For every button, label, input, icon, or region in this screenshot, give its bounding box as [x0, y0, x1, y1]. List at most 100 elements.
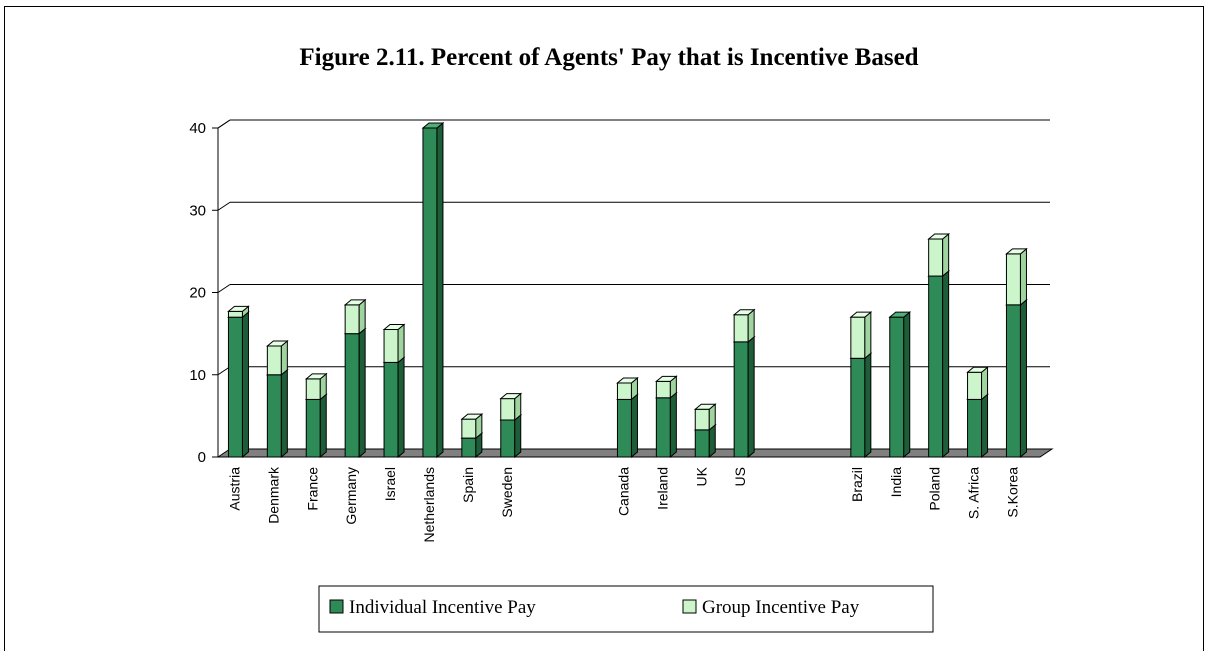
y-tick-label: 20: [189, 285, 206, 302]
bar-individual-side: [942, 269, 950, 459]
bar-individual-side: [669, 391, 677, 459]
bar-group-side: [864, 311, 872, 360]
legend-swatch-individual: [329, 599, 344, 614]
x-tick-label: Sweden: [499, 467, 515, 518]
gridline-diagonal: [217, 201, 231, 211]
bar-group: [655, 380, 671, 399]
bar-individual: [1005, 304, 1021, 458]
bar-individual: [694, 429, 710, 458]
bar-group: [694, 408, 710, 431]
x-tick-label: S.Korea: [1004, 467, 1020, 518]
bar-group-top: [343, 299, 367, 306]
y-tick-label: 10: [189, 367, 206, 384]
bar-individual: [850, 357, 866, 458]
bar-individual-side: [864, 352, 872, 459]
bar-individual: [266, 374, 282, 458]
bar-group: [733, 314, 749, 343]
bar-group-side: [280, 339, 288, 376]
bar-group-top: [499, 393, 523, 400]
bar-group: [344, 304, 360, 335]
x-tick-label: Denmark: [265, 466, 281, 524]
bar-individual: [616, 398, 632, 458]
bar-individual-side: [630, 393, 638, 459]
bar-individual: [227, 316, 243, 458]
bar-group: [500, 398, 516, 421]
bar-individual: [500, 419, 516, 458]
bar-individual-side: [903, 311, 911, 459]
bar-group: [967, 371, 983, 400]
bar-individual: [305, 398, 321, 458]
bar-individual-side: [280, 368, 288, 459]
bar-group-top: [460, 413, 484, 420]
legend-label-group: Group Incentive Pay: [702, 597, 860, 618]
bar-individual-top: [421, 122, 445, 129]
bar-individual: [733, 341, 749, 458]
bar-individual-side: [436, 121, 444, 459]
bar-individual: [344, 333, 360, 458]
bar-group: [461, 418, 477, 439]
y-axis-top: [217, 119, 231, 129]
legend-box: [318, 585, 934, 633]
bar-group-top: [304, 373, 328, 380]
x-tick-label: US: [732, 467, 748, 486]
bar-group: [266, 345, 282, 376]
x-tick-label: Canada: [615, 467, 631, 516]
bar-group: [1005, 253, 1021, 306]
bar-group-side: [942, 232, 950, 278]
gridline-diagonal: [217, 284, 231, 293]
bar-individual-side: [241, 311, 249, 459]
bar-group-top: [382, 324, 406, 331]
bar-individual: [967, 398, 983, 458]
x-tick-label: Netherlands: [421, 467, 437, 543]
x-tick-label: UK: [693, 466, 709, 486]
bar-group-top: [616, 377, 639, 384]
x-tick-label: Israel: [382, 467, 398, 501]
bar-group-top: [927, 233, 951, 240]
legend-swatch-group: [682, 599, 697, 614]
x-tick-label: S. Africa: [966, 467, 982, 519]
bar-individual-side: [319, 393, 327, 459]
bar-group-top: [654, 375, 678, 382]
chart-title: Figure 2.11. Percent of Agents' Pay that…: [299, 44, 919, 71]
bar-individual: [655, 397, 671, 458]
bar-group-side: [397, 323, 405, 364]
bar-individual-side: [397, 356, 405, 459]
bar-individual: [461, 437, 477, 458]
y-tick-label: 40: [189, 120, 206, 137]
bar-individual: [422, 127, 438, 458]
bar-individual-side: [358, 327, 366, 459]
legend-label-individual: Individual Incentive Pay: [349, 597, 536, 618]
bar-group: [383, 329, 399, 363]
x-tick-label: Germany: [343, 467, 359, 525]
bar-group-top: [1005, 248, 1028, 255]
bar-group-top: [849, 311, 873, 318]
bar-group-top: [966, 366, 989, 373]
bar-individual: [383, 361, 399, 458]
y-tick-label: 30: [189, 202, 206, 219]
bar-group: [928, 238, 944, 277]
bar-group: [227, 310, 243, 318]
bar-group-side: [1019, 247, 1027, 306]
bar-individual: [889, 316, 905, 458]
x-tick-label: Ireland: [654, 467, 670, 510]
chart-frame: [4, 6, 1204, 651]
bar-individual-side: [747, 335, 755, 459]
bar-individual-top: [888, 311, 912, 318]
x-tick-label: India: [888, 467, 904, 498]
bar-individual-side: [981, 393, 989, 459]
x-tick-label: Poland: [927, 467, 943, 511]
bar-individual-side: [1019, 298, 1027, 459]
bar-group-side: [358, 298, 366, 335]
bar-group-top: [265, 340, 289, 347]
y-tick-label: 0: [198, 449, 206, 466]
bar-group-top: [227, 305, 250, 312]
bar-group-top: [693, 403, 717, 410]
bar-individual-side: [514, 413, 522, 459]
bar-group: [616, 382, 632, 400]
x-tick-label: Spain: [460, 467, 476, 503]
x-tick-label: Brazil: [849, 467, 865, 502]
bar-group: [305, 378, 321, 400]
x-tick-label: Austria: [226, 467, 242, 511]
bar-individual: [928, 275, 944, 458]
